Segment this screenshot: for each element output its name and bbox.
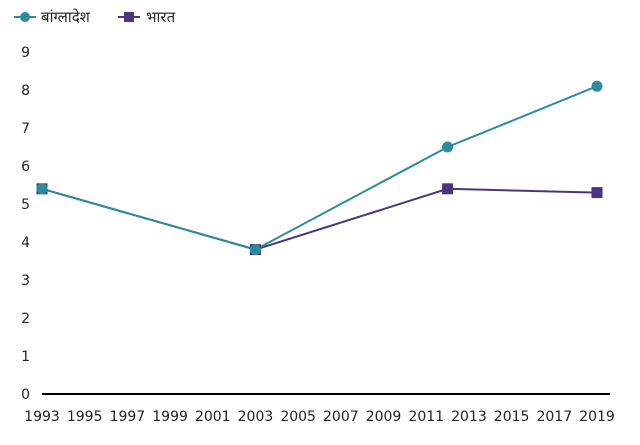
y-tick-label: 8 [21, 83, 30, 99]
legend-item-india[interactable]: भारत [118, 8, 176, 26]
point-india[interactable] [591, 187, 603, 199]
y-tick-label: 3 [21, 273, 30, 289]
legend: बांग्लादेश भारत [14, 8, 176, 26]
point-bangladesh[interactable] [249, 244, 261, 256]
legend-item-bangladesh[interactable]: बांग्लादेश [14, 8, 91, 26]
y-tick-label: 1 [21, 349, 30, 365]
x-tick-label: 2005 [280, 409, 316, 425]
x-tick-label: 2013 [451, 409, 487, 425]
point-bangladesh[interactable] [591, 80, 603, 92]
series-line-india [41, 187, 598, 251]
point-bangladesh[interactable] [36, 183, 48, 195]
series-layer [36, 80, 603, 256]
legend-label-india: भारत [146, 8, 176, 26]
y-tick-label: 0 [21, 387, 30, 403]
legend-circle-marker-icon [20, 12, 30, 22]
x-tick-label: 2009 [366, 409, 402, 425]
x-tick-label: 1993 [24, 409, 60, 425]
x-tick-label: 2019 [579, 409, 615, 425]
x-tick-label: 2017 [536, 409, 572, 425]
x-tick-label: 1995 [67, 409, 103, 425]
point-bangladesh[interactable] [442, 141, 454, 153]
x-axis: 1993 1995 1997 1999 2001 2003 2005 2007 2009 2011… [24, 409, 615, 425]
y-tick-label: 6 [21, 159, 30, 175]
y-axis: 0 1 2 3 4 5 6 7 8 9 [21, 45, 30, 403]
legend-square-marker-icon [124, 12, 134, 22]
x-tick-label: 1999 [152, 409, 188, 425]
x-tick-label: 2001 [195, 409, 231, 425]
y-tick-label: 4 [21, 235, 30, 251]
point-india[interactable] [442, 183, 454, 195]
y-tick-label: 9 [21, 45, 30, 61]
y-tick-label: 7 [21, 121, 30, 137]
x-tick-label: 2003 [238, 409, 274, 425]
y-tick-label: 2 [21, 311, 30, 327]
y-tick-label: 5 [21, 197, 30, 213]
x-tick-label: 2011 [408, 409, 444, 425]
x-tick-label: 2007 [323, 409, 359, 425]
legend-label-bangladesh: बांग्लादेश [41, 8, 91, 26]
series-line-bangladesh [41, 85, 598, 251]
x-tick-label: 2015 [494, 409, 530, 425]
x-tick-label: 1997 [110, 409, 146, 425]
